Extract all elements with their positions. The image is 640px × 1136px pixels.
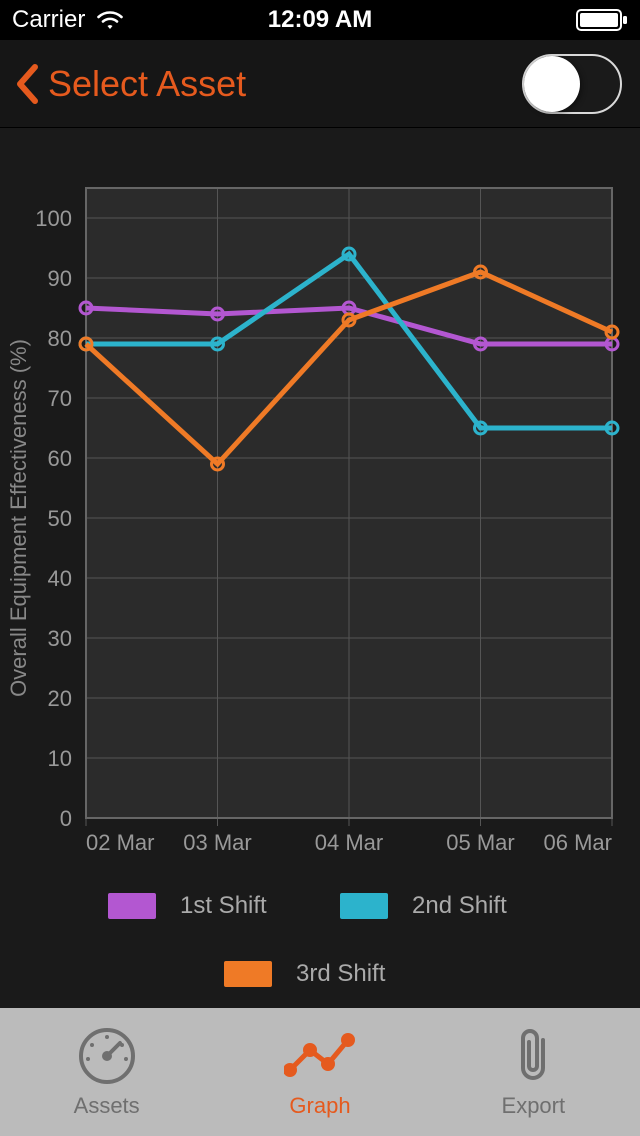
legend-swatch bbox=[224, 961, 272, 987]
battery-icon bbox=[576, 9, 628, 31]
svg-text:0: 0 bbox=[60, 806, 72, 831]
status-time: 12:09 AM bbox=[268, 6, 372, 34]
tab-assets[interactable]: Assets bbox=[0, 1008, 213, 1136]
tab-label: Assets bbox=[74, 1093, 140, 1119]
tab-label: Export bbox=[502, 1093, 566, 1119]
svg-text:06 Mar: 06 Mar bbox=[544, 830, 612, 855]
svg-text:90: 90 bbox=[48, 266, 72, 291]
toggle-switch[interactable] bbox=[522, 54, 622, 114]
svg-text:50: 50 bbox=[48, 506, 72, 531]
svg-text:80: 80 bbox=[48, 326, 72, 351]
legend-label: 2nd Shift bbox=[412, 892, 532, 920]
page-title[interactable]: Select Asset bbox=[48, 63, 246, 105]
legend-swatch bbox=[340, 893, 388, 919]
svg-text:60: 60 bbox=[48, 446, 72, 471]
svg-text:05 Mar: 05 Mar bbox=[446, 830, 514, 855]
legend-item: 2nd Shift bbox=[340, 892, 532, 920]
svg-text:70: 70 bbox=[48, 386, 72, 411]
svg-text:03 Mar: 03 Mar bbox=[183, 830, 251, 855]
svg-text:20: 20 bbox=[48, 686, 72, 711]
status-bar: Carrier 12:09 AM bbox=[0, 0, 640, 40]
status-left: Carrier bbox=[12, 6, 125, 34]
gauge-icon bbox=[76, 1025, 138, 1087]
svg-text:30: 30 bbox=[48, 626, 72, 651]
svg-text:04 Mar: 04 Mar bbox=[315, 830, 383, 855]
svg-text:100: 100 bbox=[35, 206, 72, 231]
toggle-knob bbox=[524, 56, 580, 112]
oee-line-chart: 0 10 20 30 40 50 60 70 80 90 100 02 Mar 03 Mar 04 Mar… bbox=[0, 128, 640, 1008]
legend-swatch bbox=[108, 893, 156, 919]
tab-export[interactable]: Export bbox=[427, 1008, 640, 1136]
tab-label: Graph bbox=[289, 1093, 350, 1119]
tab-graph[interactable]: Graph bbox=[213, 1008, 426, 1136]
tab-bar: Assets Graph Export bbox=[0, 1008, 640, 1136]
graph-icon bbox=[284, 1025, 356, 1087]
wifi-icon bbox=[95, 9, 125, 31]
nav-header: Select Asset bbox=[0, 40, 640, 128]
legend-label: 3rd Shift bbox=[296, 960, 416, 988]
chart-container: Overall Equipment Effectiveness (%) 0102… bbox=[0, 128, 640, 1008]
back-chevron-icon[interactable] bbox=[14, 63, 40, 105]
legend-label: 1st Shift bbox=[180, 892, 300, 920]
legend-item: 3rd Shift bbox=[224, 960, 416, 988]
chart-legend: 1st Shift 2nd Shift 3rd Shift bbox=[0, 892, 640, 988]
svg-text:10: 10 bbox=[48, 746, 72, 771]
legend-item: 1st Shift bbox=[108, 892, 300, 920]
carrier-label: Carrier bbox=[12, 6, 85, 34]
svg-text:02 Mar: 02 Mar bbox=[86, 830, 154, 855]
paperclip-icon bbox=[513, 1025, 553, 1087]
svg-text:40: 40 bbox=[48, 566, 72, 591]
